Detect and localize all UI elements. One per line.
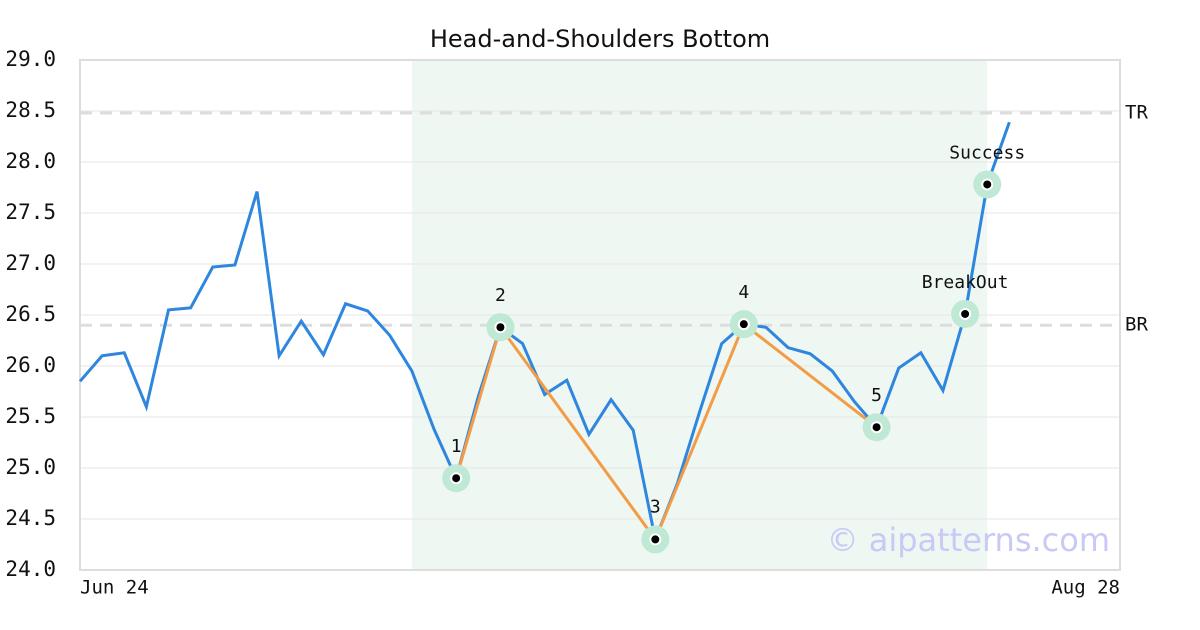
y-tick-label: 27.0: [5, 251, 56, 275]
level-label: BR: [1125, 314, 1148, 336]
point-label: 2: [495, 285, 506, 306]
point-label: 4: [738, 282, 749, 303]
point-dot: [649, 533, 662, 546]
point-dot: [494, 321, 507, 334]
x-tick-label: Aug 28: [1051, 577, 1120, 599]
point-dot: [737, 318, 750, 331]
y-tick-label: 25.5: [5, 404, 56, 428]
point-label: 5: [871, 385, 882, 406]
y-tick-label: 26.5: [5, 302, 56, 326]
point-label: 1: [451, 436, 462, 457]
y-tick-label: 24.5: [5, 506, 56, 530]
y-tick-label: 26.0: [5, 353, 56, 377]
point-label: 3: [650, 496, 661, 517]
y-tick-label: 24.0: [5, 557, 56, 581]
point-dot: [870, 421, 883, 434]
y-tick-label: 27.5: [5, 200, 56, 224]
x-tick-label: Jun 24: [80, 577, 149, 599]
watermark: © aipatterns.com: [827, 521, 1110, 559]
point-label: BreakOut: [922, 272, 1009, 293]
y-tick-label: 28.5: [5, 98, 56, 122]
point-dot: [981, 178, 994, 191]
price-line: [78, 121, 1011, 545]
level-label: TR: [1125, 102, 1148, 124]
point-dot: [450, 472, 463, 485]
y-tick-label: 28.0: [5, 149, 56, 173]
point-label: Success: [949, 142, 1025, 163]
chart-title: Head-and-Shoulders Bottom: [430, 25, 770, 53]
y-tick-label: 25.0: [5, 455, 56, 479]
point-dot: [959, 307, 972, 320]
y-tick-label: 29.0: [5, 47, 56, 71]
plot-frame: [79, 59, 1121, 571]
